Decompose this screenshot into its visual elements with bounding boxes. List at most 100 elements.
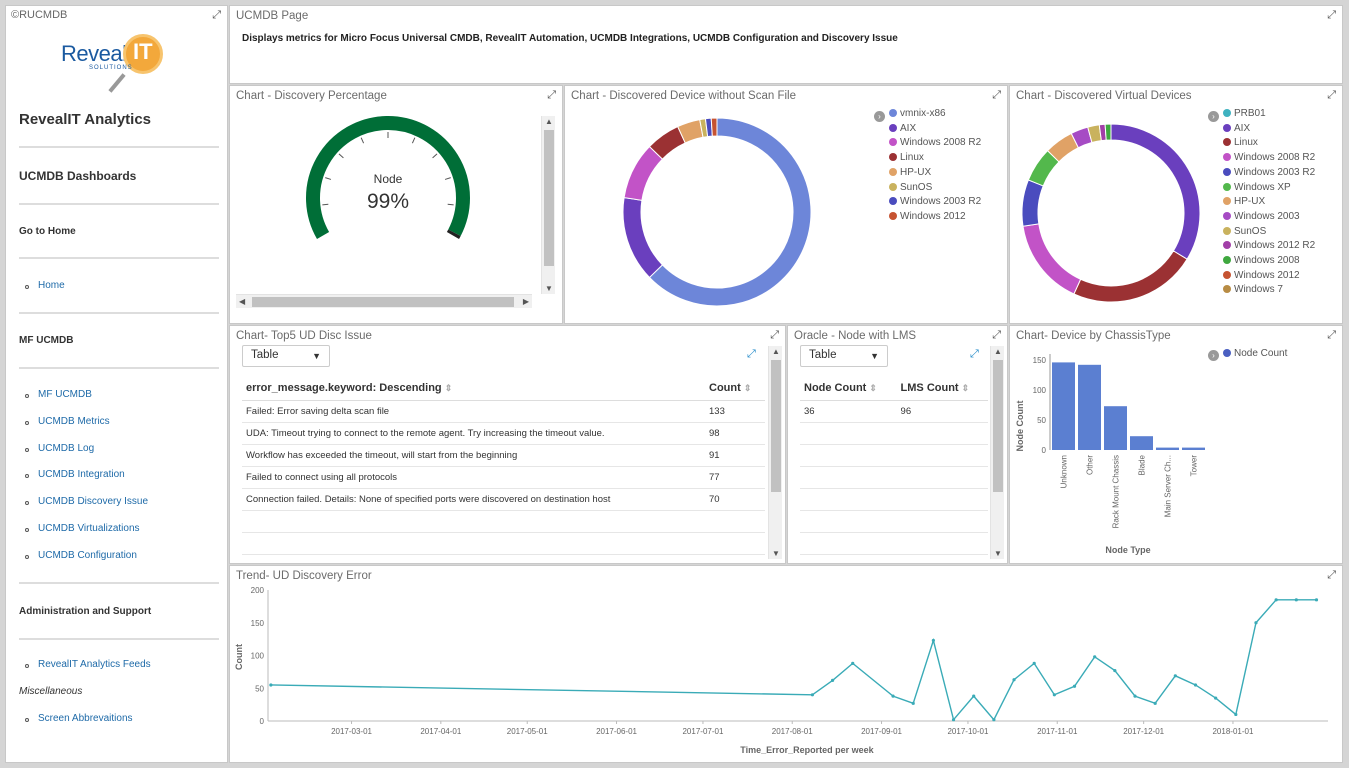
legend-item[interactable]: Windows 2003 R2 xyxy=(1223,167,1315,178)
data-point[interactable] xyxy=(891,694,895,698)
data-point[interactable] xyxy=(810,693,815,697)
data-point[interactable] xyxy=(1234,712,1238,717)
legend-item[interactable]: SunOS xyxy=(889,182,932,193)
sidebar-link-mf-ucmdb[interactable]: MF UCMDB xyxy=(38,389,92,400)
bar[interactable] xyxy=(1182,447,1205,450)
scroll-thumb[interactable] xyxy=(544,130,554,266)
bar[interactable] xyxy=(1130,436,1153,450)
donut-slice[interactable] xyxy=(710,117,718,137)
expand-icon[interactable]: ⤢ xyxy=(770,329,779,341)
legend-item[interactable]: SunOS xyxy=(1223,226,1266,237)
legend-item[interactable]: Windows 2012 R2 xyxy=(1223,240,1315,251)
vertical-scrollbar[interactable]: ▲ ▼ xyxy=(541,116,555,294)
legend-item[interactable]: Windows XP xyxy=(1223,182,1291,193)
legend-item[interactable]: Node Count xyxy=(1223,348,1287,359)
legend-item[interactable]: AIX xyxy=(1223,123,1250,134)
visualization-select[interactable]: Table ▼ xyxy=(800,345,888,367)
sidebar-link-ucmdb-discovery-issue[interactable]: UCMDB Discovery Issue xyxy=(38,496,149,507)
scroll-thumb[interactable] xyxy=(993,360,1003,492)
data-point[interactable] xyxy=(1153,701,1157,705)
sidebar-link-ucmdb-configuration[interactable]: UCMDB Configuration xyxy=(38,550,137,561)
expand-icon[interactable]: ⤢ xyxy=(1327,329,1336,341)
bar[interactable] xyxy=(1156,447,1179,450)
column-header-count[interactable]: Count ⇕ xyxy=(705,376,765,401)
data-point[interactable] xyxy=(931,638,935,643)
scroll-up-icon[interactable]: ▲ xyxy=(772,347,780,356)
trend-line[interactable] xyxy=(270,599,1317,722)
bar[interactable] xyxy=(1052,362,1075,450)
donut-slice[interactable] xyxy=(623,145,664,201)
column-header-error[interactable]: error_message.keyword: Descending ⇕ xyxy=(242,376,705,401)
legend-item[interactable]: Windows 2012 xyxy=(889,211,966,222)
legend-item[interactable]: Windows 7 xyxy=(1223,284,1283,295)
sidebar-link-abbreviations[interactable]: Screen Abbrevaitions xyxy=(38,713,133,724)
data-point[interactable] xyxy=(1214,696,1218,700)
scroll-down-icon[interactable]: ▼ xyxy=(772,549,780,558)
legend-item[interactable]: HP-UX xyxy=(1223,196,1265,207)
column-header-node-count[interactable]: Node Count ⇕ xyxy=(800,376,897,401)
expand-icon[interactable]: ⤢ xyxy=(992,89,1001,101)
data-point[interactable] xyxy=(1254,621,1258,625)
scroll-thumb[interactable] xyxy=(771,360,781,492)
donut-outer-slice[interactable] xyxy=(1021,179,1044,227)
donut-outer-slice[interactable] xyxy=(1073,250,1188,303)
scroll-down-icon[interactable]: ▼ xyxy=(994,549,1002,558)
data-point[interactable] xyxy=(1072,684,1077,688)
legend-item[interactable]: Windows 2008 xyxy=(1223,255,1300,266)
data-point[interactable] xyxy=(1093,655,1097,659)
data-point[interactable] xyxy=(1173,674,1177,678)
legend-item[interactable]: Windows 2008 R2 xyxy=(1223,152,1315,163)
scroll-right-icon[interactable]: ▶ xyxy=(522,297,529,306)
data-point[interactable] xyxy=(1193,683,1198,687)
horizontal-scrollbar[interactable]: ◀ ▶ xyxy=(236,294,532,308)
legend-item[interactable]: vmnix-x86 xyxy=(889,108,946,119)
expand-icon[interactable]: ⤢ xyxy=(1327,89,1336,101)
data-point[interactable] xyxy=(1274,598,1278,602)
expand-icon[interactable]: ⤢ xyxy=(1327,569,1336,581)
sidebar-link-ucmdb-virtualizations[interactable]: UCMDB Virtualizations xyxy=(38,523,140,534)
donut-outer-slice[interactable] xyxy=(1104,123,1112,141)
data-point[interactable] xyxy=(1133,694,1137,698)
scroll-left-icon[interactable]: ◀ xyxy=(239,297,246,306)
legend-item[interactable]: Windows 2008 R2 xyxy=(889,137,981,148)
legend-item[interactable]: PRB01 xyxy=(1223,108,1266,119)
data-point[interactable] xyxy=(951,718,956,722)
bar[interactable] xyxy=(1078,364,1101,450)
donut-outer-slice[interactable] xyxy=(1110,123,1201,260)
data-point[interactable] xyxy=(1052,693,1056,697)
legend-toggle-icon[interactable]: › xyxy=(1208,350,1219,361)
data-point[interactable] xyxy=(269,683,273,687)
sidebar-link-feeds[interactable]: RevealIT Analytics Feeds xyxy=(38,659,151,670)
scroll-up-icon[interactable]: ▲ xyxy=(994,347,1002,356)
legend-item[interactable]: Windows 2012 xyxy=(1223,270,1300,281)
expand-icon[interactable]: ⤢ xyxy=(1327,9,1336,21)
expand-icon[interactable]: ⤢ xyxy=(992,329,1001,341)
scroll-thumb[interactable] xyxy=(252,297,514,307)
scroll-up-icon[interactable]: ▲ xyxy=(545,117,553,126)
data-point[interactable] xyxy=(851,661,855,665)
sidebar-link-ucmdb-metrics[interactable]: UCMDB Metrics xyxy=(38,416,110,427)
legend-item[interactable]: AIX xyxy=(889,123,916,134)
data-point[interactable] xyxy=(1314,598,1319,602)
legend-item[interactable]: Windows 2003 xyxy=(1223,211,1300,222)
data-point[interactable] xyxy=(992,718,996,722)
expand-icon[interactable]: ⤢ xyxy=(212,9,221,21)
bar[interactable] xyxy=(1104,406,1127,450)
legend-item[interactable]: Linux xyxy=(889,152,924,163)
scroll-down-icon[interactable]: ▼ xyxy=(545,284,553,293)
sidebar-link-ucmdb-integration[interactable]: UCMDB Integration xyxy=(38,469,125,480)
donut-outer-slice[interactable] xyxy=(1022,223,1082,295)
expand-table-icon[interactable]: ⤢ xyxy=(747,348,756,360)
column-header-lms-count[interactable]: LMS Count ⇕ xyxy=(896,376,988,401)
visualization-select[interactable]: Table ▼ xyxy=(242,345,330,367)
legend-item[interactable]: Windows 2003 R2 xyxy=(889,196,981,207)
sidebar-link-home[interactable]: Home xyxy=(38,280,65,291)
data-point[interactable] xyxy=(1032,661,1036,665)
legend-toggle-icon[interactable]: › xyxy=(1208,111,1219,122)
data-point[interactable] xyxy=(1012,678,1016,682)
data-point[interactable] xyxy=(1113,668,1117,673)
data-point[interactable] xyxy=(911,701,915,705)
expand-icon[interactable]: ⤢ xyxy=(547,89,556,101)
data-point[interactable] xyxy=(1294,598,1298,602)
legend-item[interactable]: HP-UX xyxy=(889,167,931,178)
